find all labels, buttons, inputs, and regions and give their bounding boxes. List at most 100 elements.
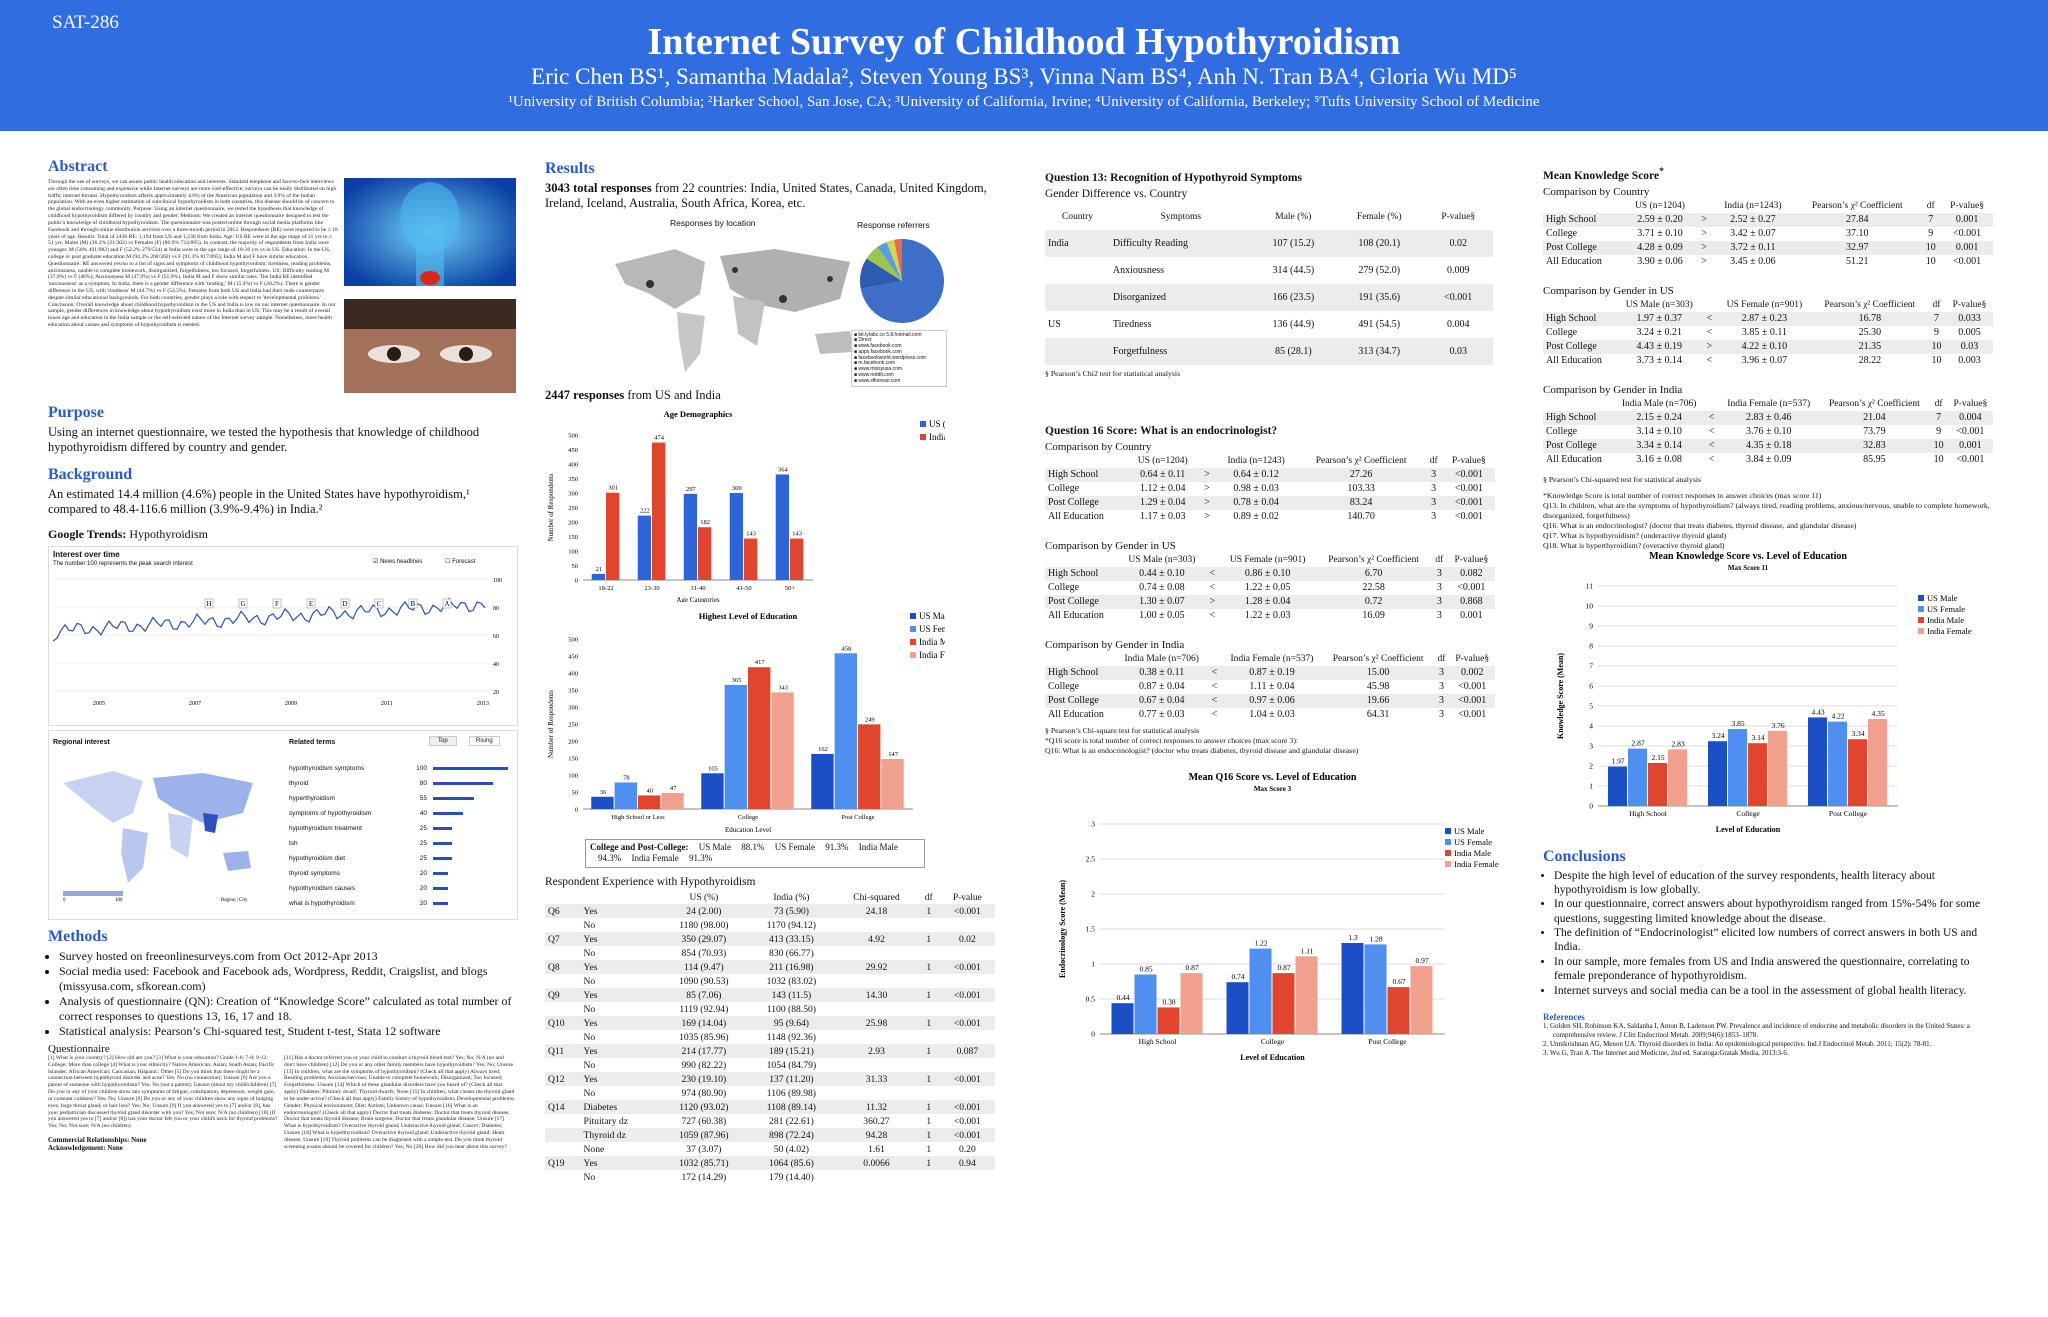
table-cell: US [1048,319,1061,330]
bar [652,442,666,580]
tab-top[interactable]: Top [429,736,457,746]
related-term-bar [433,857,452,860]
bar [1387,986,1410,1034]
bar-value-label: 78 [623,774,630,781]
table-cell [835,946,918,960]
reference-item: 1. Golden SH, Robinson KA, Saldanha I, A… [1543,1021,1970,1040]
column-header: Pearson’s χ² Coefficient [1332,654,1424,665]
news-marker-letter: F [275,600,279,608]
table-cell: 0.98 ± 0.03 [1233,483,1279,495]
column-header [545,891,581,904]
table-cell: College [1048,582,1080,594]
table-cell: 2.52 ± 0.27 [1711,212,1795,227]
table-subtitle: Comparison by Gender in US [1543,284,1674,297]
table-cell: All Education [1546,256,1602,268]
table-cell: 1180 (98.00) [679,919,729,931]
abstract-text: Through the use of surveys, we can asses… [48,179,338,329]
table-cell: High School [1543,311,1617,326]
column-header: df [1926,201,1935,212]
table-cell [545,1058,581,1072]
related-term-row: hypothyroidism diet 25 [289,851,511,866]
legend-swatch [910,638,916,645]
table-cell: 1 [917,1044,940,1059]
news-marker [442,598,452,609]
table-cell: 1032 (85.71) [660,1156,748,1171]
table-cell: Q6 [545,904,581,919]
column-header: P-value§ [1952,300,1987,311]
bar-value-label: 47 [670,785,677,792]
table-cell: < [1708,454,1715,466]
legend-swatch [910,625,916,632]
column-header: India Female (n=537) [1230,654,1314,665]
table-row: All Education 3.90 ± 0.06 >3.45 ± 0.06 51.2… [1543,255,1993,269]
table-cell: 1.22 ± 0.03 [1244,610,1291,622]
legend-label: India Male [1927,615,1964,625]
table-cell: 2.87 ± 0.23 [1716,311,1813,326]
related-term-value: 100 [416,765,427,772]
table-cell: < [1205,566,1220,581]
table-cell: 0.97 ± 0.06 [1221,693,1323,708]
table-cell: 830 (66.77) [769,947,814,959]
bar-value-label: 4.35 [1871,709,1884,718]
table-cell: No [583,1031,596,1043]
table-subtitle: Comparison by Country [1543,185,1650,198]
table-cell: Thyroid dz [580,1128,661,1143]
news-checkbox[interactable]: ☑ [373,559,379,565]
table-cell [918,1030,940,1044]
table-cell: 990 (82.22) [681,1059,727,1071]
table-cell: 360.27 [863,1115,890,1127]
forecast-checkbox[interactable]: ☐ [445,559,451,565]
bar-value-label: 0.67 [1392,977,1405,986]
table-cell: Post College [1543,339,1617,354]
bar [606,492,620,580]
related-term: hyperthyroidism [289,795,335,802]
x-tick-label: 2009 [285,701,297,707]
table-cell: 1035 (85.96) [679,1031,729,1043]
table-cell: Yes [580,1016,661,1031]
table-row: Post College 4.43 ± 0.19 >4.22 ± 0.10 21.35… [1543,339,1993,354]
world-map [615,248,853,372]
table-row: No 990 (82.22) 1054 (84.79) [545,1058,995,1072]
bar-value-label: 143 [746,530,756,537]
table-cell: 83.24 [1297,495,1425,510]
legend-swatch [910,612,916,619]
table-cell [835,974,918,988]
table-cell [835,1086,918,1100]
table-cell [940,1058,995,1072]
bar [1226,982,1249,1034]
column-header: Pearson’s χ² Coefficient [1315,456,1407,467]
legend-label: India Male [1454,848,1491,858]
location-referrers: Responses by location Response referrers… [545,218,1007,388]
referrer-item: ■ facebookworld.wordpress.com [854,354,926,361]
bar [1808,717,1827,806]
table-cell [918,974,940,988]
legend-swatch [1918,605,1924,612]
table-cell: High School [1045,566,1119,581]
table-cell: 1.12 ± 0.04 [1139,483,1186,495]
y-tick-label: 9 [1589,621,1593,630]
column-header: Male (%) [1275,211,1312,222]
bar-value-label: 1.28 [1369,934,1382,943]
y-tick-label: 350 [568,476,578,483]
table-cell: 3.14 ± 0.10 [1636,426,1682,438]
news-marker-letter: C [377,600,382,608]
table-header-row: US (n=1204) India (n=1243) Pearson’s χ² Co… [1045,455,1495,468]
column-header: Pearson’s χ² Coefficient [1829,399,1920,410]
table-cell: 28.22 [1858,355,1882,367]
tab-rising[interactable]: Rising [469,736,500,746]
chart-title: Age Demographics [664,409,733,419]
table-row: All Education 0.77 ± 0.03 <1.04 ± 0.03 64.3… [1045,708,1495,722]
region-city-toggle[interactable]: Region | City [221,898,248,903]
conclusion-item: Despite the high level of education of t… [1554,869,2003,898]
table-cell: 0.002 [1449,665,1495,680]
related-term-bar [433,767,508,770]
table-cell: 1106 (89.98) [766,1087,816,1099]
table-cell: 94.28 [835,1128,918,1143]
table-cell: 107 (15.2) [1251,230,1335,257]
bar-value-label: 2.15 [1651,753,1664,762]
table-cell: 1 [917,960,940,975]
column-header: India (n=1243) [1227,456,1285,467]
table-cell: Post College [1045,594,1119,609]
table-cell: <0.001 [1454,511,1483,523]
y-tick-label: 500 [568,432,578,439]
